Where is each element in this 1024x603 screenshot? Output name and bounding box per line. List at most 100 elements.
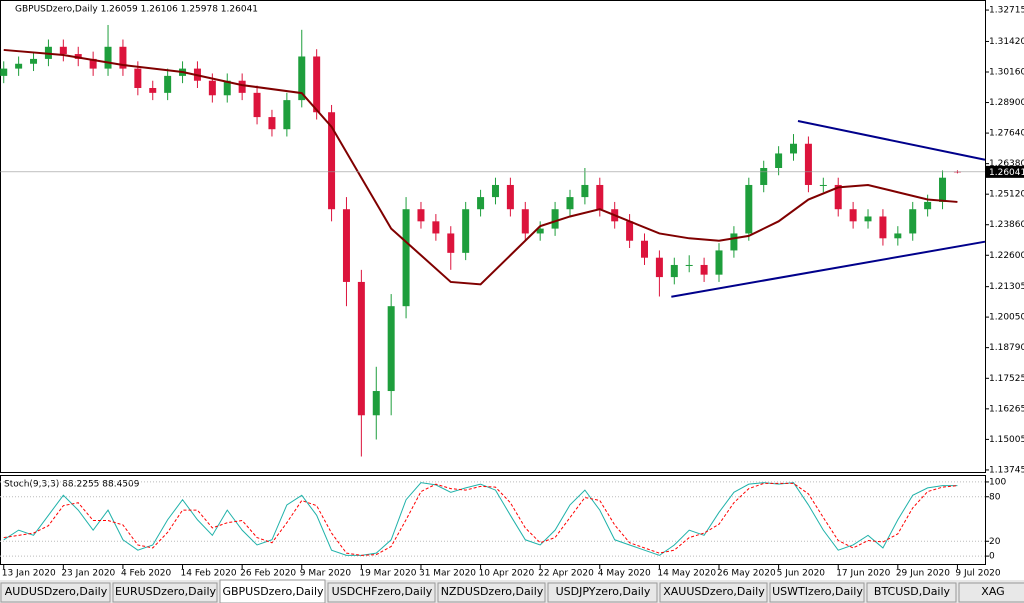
candle-body <box>149 88 157 93</box>
candle-body <box>804 143 812 185</box>
candle-body <box>477 197 485 210</box>
price-panel-frame <box>0 0 986 473</box>
y-tick-label: 1.25120 <box>989 190 1024 200</box>
y-tick-label: 1.27640 <box>989 129 1024 139</box>
tab-label: BTCUSD,Daily <box>874 585 951 598</box>
x-tick-label: 26 Feb 2020 <box>240 569 296 579</box>
x-tick-label: 22 Apr 2020 <box>538 569 594 579</box>
tab-label: USDCHFzero,Daily <box>332 585 433 598</box>
candle-body <box>432 221 440 234</box>
tab-box <box>866 582 957 603</box>
candle-body <box>313 56 321 113</box>
tab-label: XAUUSDzero,Daily <box>663 585 765 598</box>
tab[interactable]: EURUSDzero,Daily <box>112 582 218 603</box>
tab[interactable]: USWTIzero,Daily <box>769 582 865 603</box>
candle-body <box>506 184 514 210</box>
tab-box <box>547 582 658 603</box>
stoch-line <box>3 482 958 556</box>
candle-body <box>924 201 932 210</box>
y-tick-label: 1.30160 <box>989 68 1024 78</box>
tab[interactable]: XAG <box>958 582 1024 603</box>
y-tick-label: 1.21305 <box>989 282 1024 292</box>
trendline <box>797 119 986 161</box>
y-tick-label: 0 <box>989 552 995 562</box>
candle-body <box>462 209 470 253</box>
chart-title: GBPUSDzero,Daily 1.26059 1.26106 1.25978… <box>15 5 258 15</box>
candle-body <box>730 233 738 251</box>
candle-body <box>89 58 97 69</box>
tab-label: XAG <box>981 585 1004 598</box>
indicator-title: Stoch(9,3,3) 88.2255 88.4509 <box>4 480 140 490</box>
y-tick-label: 1.16265 <box>989 404 1024 414</box>
tab[interactable]: BTCUSD,Daily <box>866 582 957 603</box>
tab-box <box>0 582 111 603</box>
candle-body <box>223 80 231 96</box>
stoch-line <box>3 482 958 556</box>
tab[interactable]: USDCHFzero,Daily <box>327 582 436 603</box>
candle-body <box>745 184 753 234</box>
candle-body <box>670 264 678 278</box>
x-tick-label: 4 Feb 2020 <box>121 569 172 579</box>
trendline <box>671 240 986 298</box>
candle-body <box>775 153 783 168</box>
candle-body <box>864 216 872 222</box>
candle-body <box>581 184 589 198</box>
x-tick-label: 29 Jun 2020 <box>896 569 950 579</box>
y-tick-label: 1.23860 <box>989 220 1024 230</box>
candle-body <box>253 92 261 118</box>
tab[interactable]: NZDUSDzero,Daily <box>437 582 546 603</box>
candle-body <box>819 184 827 186</box>
y-tick-label: 1.28900 <box>989 98 1024 108</box>
y-tick-label: 1.31420 <box>989 37 1024 47</box>
y-tick-label: 100 <box>989 477 1006 487</box>
candle-body <box>0 68 8 76</box>
candle-body <box>402 209 410 307</box>
y-tick-label: 1.22600 <box>989 251 1024 261</box>
y-tick-label: 1.13745 <box>989 465 1024 475</box>
candle-body <box>328 112 336 210</box>
tab-box <box>112 582 218 603</box>
stoch-panel-frame <box>0 475 986 565</box>
x-tick-label: 4 May 2020 <box>598 569 651 579</box>
current-price-label: 1.26041 <box>989 168 1024 178</box>
candle-body <box>939 177 947 202</box>
candle-body <box>760 168 768 185</box>
tab-label: GBPUSDzero,Daily <box>222 585 324 598</box>
candle-body <box>283 100 291 130</box>
candle-body <box>566 197 574 210</box>
x-tick-label: 5 Jun 2020 <box>777 569 826 579</box>
y-tick-label: 1.20050 <box>989 313 1024 323</box>
x-tick-label: 26 May 2020 <box>717 569 776 579</box>
candle-body <box>640 240 648 258</box>
y-tick-label: 1.17525 <box>989 374 1024 384</box>
candle-body <box>104 46 112 69</box>
tab[interactable]: XAUUSDzero,Daily <box>659 582 768 603</box>
y-tick-label: 1.15005 <box>989 435 1024 445</box>
candle-body <box>119 46 127 69</box>
x-tick-label: 14 May 2020 <box>657 569 716 579</box>
tab-label: USWTIzero,Daily <box>772 585 863 598</box>
candle-body <box>834 184 842 210</box>
x-tick-label: 17 Jun 2020 <box>836 569 890 579</box>
tab[interactable]: GBPUSDzero,Daily <box>219 579 326 603</box>
candle-body <box>30 58 38 64</box>
tab[interactable]: USDJPYzero,Daily <box>547 582 658 603</box>
candle-body <box>536 228 544 234</box>
candle-body <box>596 184 604 210</box>
candle-body <box>15 63 23 69</box>
candle-body <box>134 68 142 88</box>
tab-label: NZDUSDzero,Daily <box>441 585 544 598</box>
candle-body <box>59 46 67 55</box>
candle-body <box>909 209 917 234</box>
tab[interactable]: AUDUSDzero,Daily <box>0 582 111 603</box>
tab-box <box>769 582 865 603</box>
moving-average <box>3 48 958 286</box>
candle-body <box>208 80 216 96</box>
tab-box <box>659 582 768 603</box>
candle-body <box>447 233 455 253</box>
candle-body <box>238 80 246 93</box>
tab-label: EURUSDzero,Daily <box>115 585 217 598</box>
y-tick-label: 1.18790 <box>989 343 1024 353</box>
